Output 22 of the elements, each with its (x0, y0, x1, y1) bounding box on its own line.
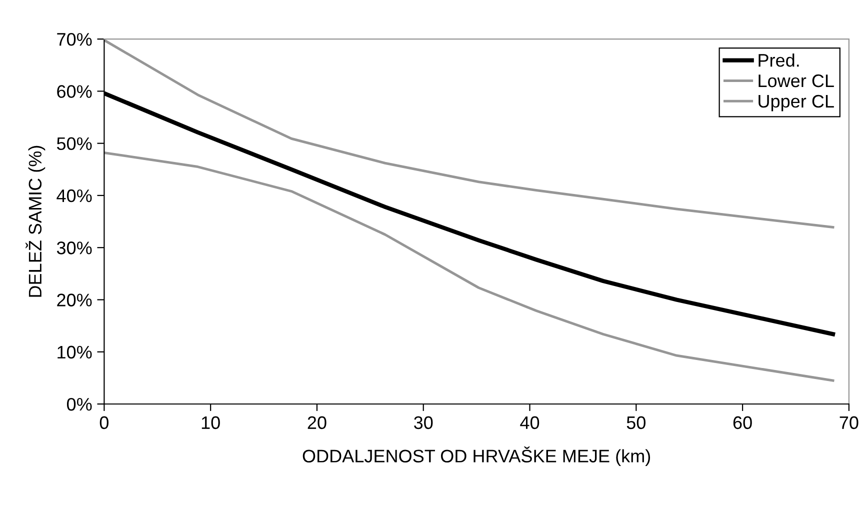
x-tick-label: 0 (100, 416, 108, 430)
x-tick-label: 10 (202, 416, 220, 430)
x-tick-label: 40 (520, 416, 540, 430)
y-tick-label: 30% (56, 242, 92, 254)
x-tick-label: 50 (626, 416, 646, 430)
y-axis-title: DELEŽ SAMIC (%) (26, 146, 46, 297)
x-tick-label: 70 (840, 416, 858, 430)
y-tick-label: 40% (56, 189, 92, 202)
legend-label: Pred. (758, 54, 799, 67)
x-tick-label: 20 (308, 416, 326, 430)
line-series (104, 151, 834, 382)
y-tick-label: 70% (57, 33, 92, 46)
x-tick-label: 60 (733, 416, 752, 430)
x-tick-label: 30 (414, 416, 433, 430)
x-axis-title: ODDALJENOST OD HRVAŠKE MEJE (km) (302, 446, 650, 466)
y-tick-label: 0% (66, 398, 92, 411)
y-tick-label: 60% (57, 85, 92, 98)
y-tick-label: 10% (58, 346, 92, 359)
y-tick-label: 50% (56, 137, 92, 150)
legend-label: Lower CL (758, 74, 834, 88)
y-tick-label: 20% (57, 294, 92, 306)
legend-label: Upper CL (758, 94, 834, 112)
